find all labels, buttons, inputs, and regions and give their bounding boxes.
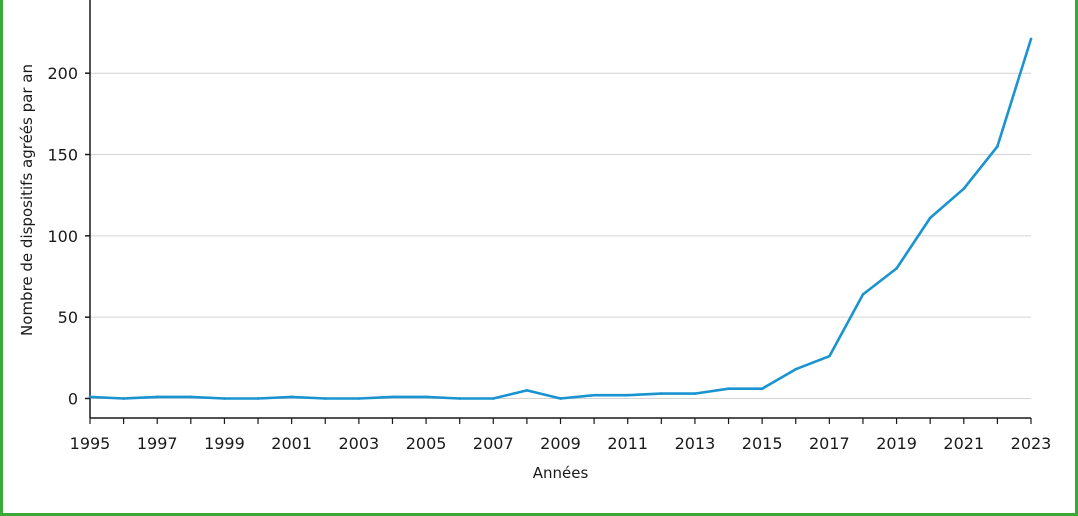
axes xyxy=(85,0,1032,424)
data-point-1999 xyxy=(223,397,226,400)
data-point-2006 xyxy=(458,397,461,400)
data-point-2012 xyxy=(660,392,663,395)
x-tick-label-2003: 2003 xyxy=(338,434,379,453)
y-tick-label-100: 100 xyxy=(47,227,78,246)
data-point-2015 xyxy=(760,387,764,391)
data-point-2003 xyxy=(357,397,361,400)
data-point-2014 xyxy=(727,387,730,391)
data-point-2007 xyxy=(491,397,495,400)
x-tick-label-2009: 2009 xyxy=(540,434,581,453)
data-point-2013 xyxy=(693,392,697,395)
tick-labels: 0 50 100 150 200 1995 1997 1999 2001 2003 2005 2007… xyxy=(47,64,1051,453)
data-point-2017 xyxy=(828,354,831,358)
data-point-2023 xyxy=(1029,37,1033,41)
data-point-2011 xyxy=(626,393,630,397)
gridlines xyxy=(90,72,1031,399)
x-tick-label-2021: 2021 xyxy=(943,434,984,453)
x-tick-label-2007: 2007 xyxy=(473,434,514,453)
y-tick-label-200: 200 xyxy=(47,64,78,83)
y-tick-label-150: 150 xyxy=(47,146,78,165)
data-point-2001 xyxy=(290,395,293,399)
x-tick-label-2017: 2017 xyxy=(809,434,850,453)
data-point-2008 xyxy=(525,389,529,392)
x-tick-label-2015: 2015 xyxy=(742,434,783,453)
data-point-2002 xyxy=(323,397,327,400)
data-point-2010 xyxy=(592,393,596,397)
x-tick-label-1997: 1997 xyxy=(137,434,178,453)
data-point-2019 xyxy=(895,267,898,270)
x-tick-label-2011: 2011 xyxy=(607,434,648,453)
series-line-0 xyxy=(88,37,1033,400)
data-point-2022 xyxy=(996,145,999,148)
data-point-1997 xyxy=(155,395,159,399)
x-tick-label-1995: 1995 xyxy=(70,434,111,453)
x-tick-label-1999: 1999 xyxy=(204,434,245,453)
data-point-2005 xyxy=(424,395,428,399)
x-tick-label-2001: 2001 xyxy=(271,434,312,453)
x-tick-label-2013: 2013 xyxy=(675,434,716,453)
x-axis-title: Années xyxy=(533,464,589,482)
data-point-2004 xyxy=(391,395,394,399)
x-tick-label-2023: 2023 xyxy=(1011,434,1052,453)
data-point-2000 xyxy=(256,397,260,400)
x-tick-label-2005: 2005 xyxy=(406,434,447,453)
data-point-2021 xyxy=(962,187,966,190)
data-point-2020 xyxy=(928,216,932,220)
data-point-2016 xyxy=(794,367,798,371)
series-layer xyxy=(88,37,1033,400)
y-tick-label-0: 0 xyxy=(68,389,78,408)
data-point-1995 xyxy=(88,395,92,399)
y-axis-title: Nombre de dispositifs agréés par an xyxy=(18,64,36,336)
data-point-1996 xyxy=(122,397,125,400)
y-tick-label-50: 50 xyxy=(58,308,78,327)
data-point-1998 xyxy=(189,395,193,399)
data-point-2009 xyxy=(559,397,562,400)
x-tick-label-2019: 2019 xyxy=(876,434,917,453)
data-point-2018 xyxy=(861,293,865,296)
